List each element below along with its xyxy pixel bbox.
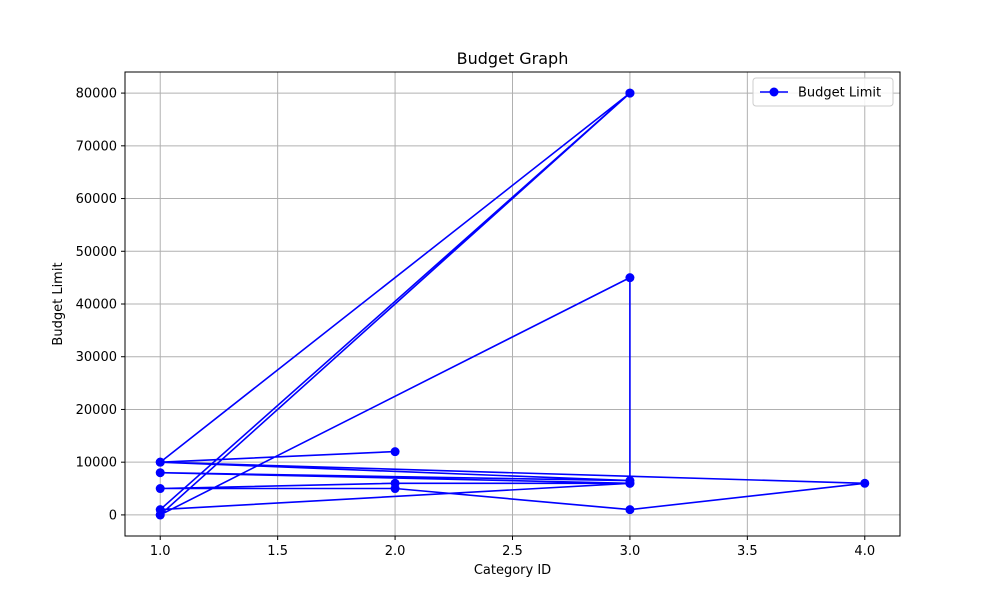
data-point <box>625 273 635 283</box>
y-tick-label: 50000 <box>76 245 117 260</box>
data-point <box>390 478 400 488</box>
x-tick-label: 4.0 <box>854 544 875 559</box>
data-point <box>155 510 165 520</box>
y-tick-label: 20000 <box>76 403 117 418</box>
y-tick-label: 40000 <box>76 298 117 313</box>
series-layer <box>155 88 870 520</box>
data-point <box>860 478 870 488</box>
y-axis-label: Budget Limit <box>51 262 66 345</box>
data-point <box>625 88 635 98</box>
ticks: 1.0 1.5 2.0 2.5 3.0 3.5 4.0 0 10000 20000 30000 400… <box>76 87 875 559</box>
legend: Budget Limit <box>752 77 894 107</box>
y-tick-label: 70000 <box>76 139 117 154</box>
x-tick-label: 2.5 <box>502 544 523 559</box>
x-tick-label: 2.0 <box>385 544 406 559</box>
x-tick-label: 1.0 <box>150 544 171 559</box>
y-tick-label: 30000 <box>76 350 117 365</box>
legend-label: Budget Limit <box>798 86 881 101</box>
legend-swatch-marker <box>769 87 779 97</box>
x-tick-label: 1.5 <box>267 544 288 559</box>
data-point <box>155 468 165 478</box>
chart-title: Budget Graph <box>457 49 569 68</box>
x-tick-label: 3.5 <box>737 544 758 559</box>
data-point <box>155 457 165 467</box>
x-axis-label: Category ID <box>474 563 551 578</box>
y-tick-label: 80000 <box>76 87 117 102</box>
y-tick-label: 10000 <box>76 456 117 471</box>
y-tick-label: 60000 <box>76 192 117 207</box>
data-point <box>390 447 400 457</box>
y-tick-label: 0 <box>109 508 117 523</box>
data-point <box>625 478 635 488</box>
legend-box <box>752 77 894 107</box>
data-point <box>625 505 635 515</box>
series-line <box>159 92 866 516</box>
data-point <box>155 484 165 494</box>
x-tick-label: 3.0 <box>620 544 641 559</box>
